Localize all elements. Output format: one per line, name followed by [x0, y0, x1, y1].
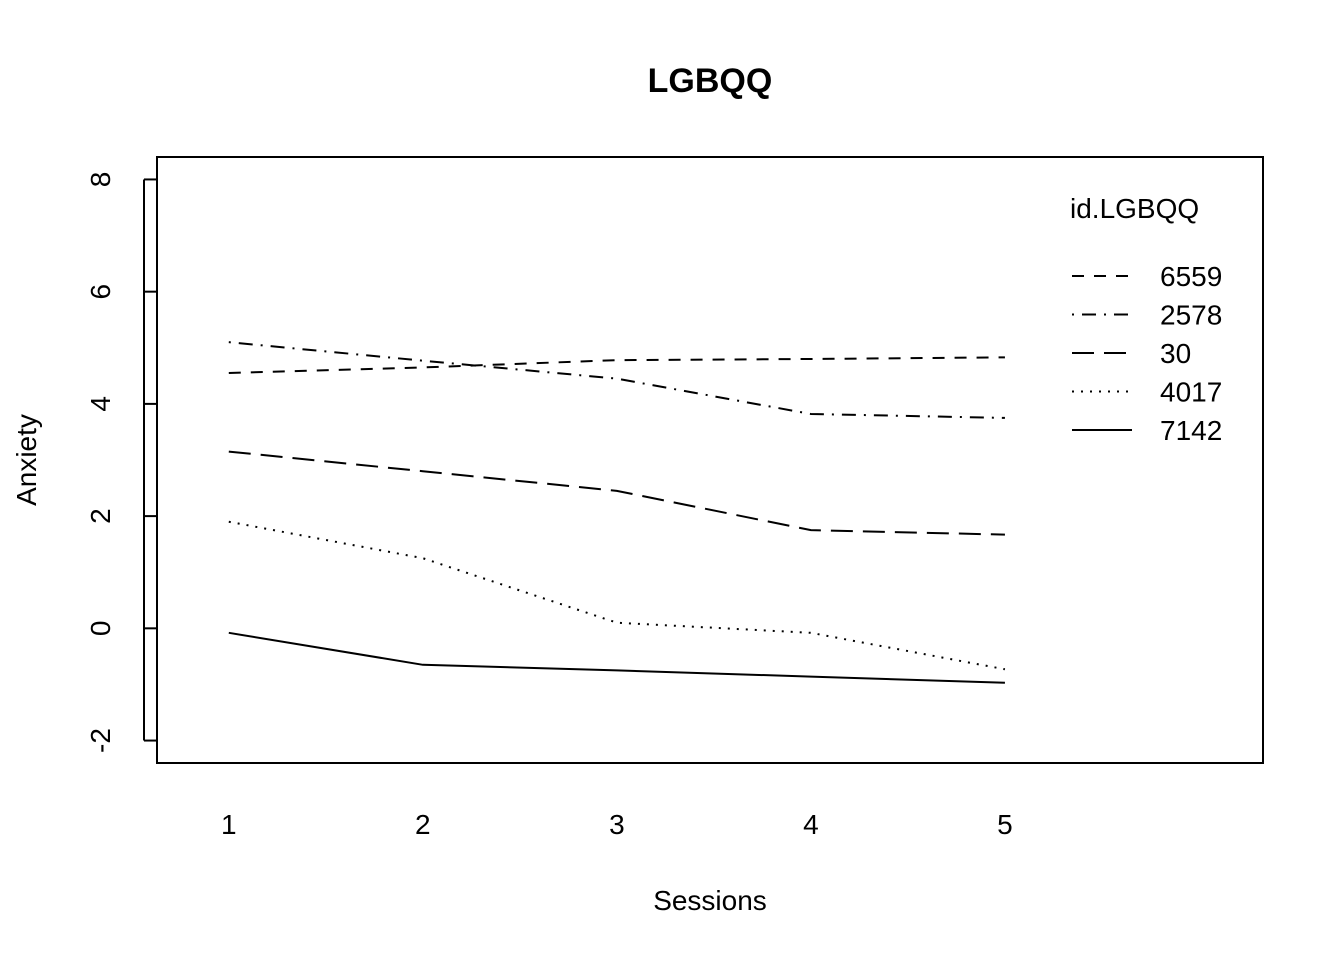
x-tick-label: 1 [221, 809, 237, 840]
legend-label-4017: 4017 [1160, 377, 1222, 408]
x-tick-label: 2 [415, 809, 431, 840]
chart-title: LGBQQ [648, 62, 773, 100]
x-tick-label: 3 [609, 809, 625, 840]
legend-label-2578: 2578 [1160, 300, 1222, 331]
series-line-4017 [228, 520, 1006, 671]
y-axis-label: Anxiety [11, 414, 42, 506]
series-line-6559 [228, 356, 1005, 375]
series-line-30 [228, 450, 1005, 536]
y-tick-label: 8 [85, 172, 116, 188]
series-line-2578 [228, 341, 1005, 419]
plot-frame [156, 156, 1264, 764]
x-axis: 1 2 3 4 5 [221, 809, 1013, 840]
x-axis-label: Sessions [653, 885, 767, 916]
x-tick-label: 5 [997, 809, 1013, 840]
y-tick-label: 6 [85, 284, 116, 300]
legend-label-7142: 7142 [1160, 415, 1222, 446]
y-tick-label: 4 [85, 396, 116, 412]
x-tick-label: 4 [803, 809, 819, 840]
y-tick-label: 0 [85, 621, 116, 637]
y-tick-label: 2 [85, 508, 116, 524]
legend-label-30: 30 [1160, 338, 1191, 369]
y-tick-label: -2 [85, 728, 116, 753]
legend-items: 6559 2578 30 4017 7142 [1072, 261, 1222, 446]
series-line-7142 [228, 631, 1005, 684]
y-axis: -2 0 2 4 6 8 [85, 172, 157, 753]
legend-title: id.LGBQQ [1070, 193, 1199, 224]
legend-label-6559: 6559 [1160, 261, 1222, 292]
series-layer [228, 341, 1006, 684]
legend: id.LGBQQ 6559 2578 30 4017 7142 [1070, 193, 1222, 446]
